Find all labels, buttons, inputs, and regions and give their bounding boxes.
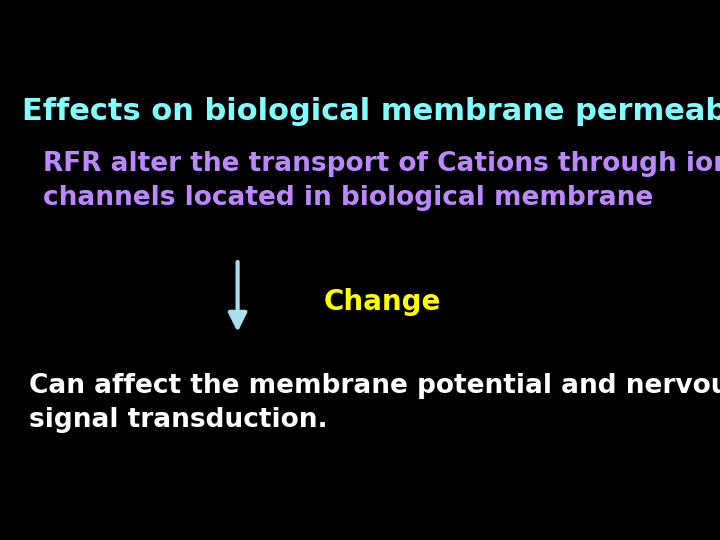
Text: RFR alter the transport of Cations through ion-
channels located in biological m: RFR alter the transport of Cations throu… — [43, 151, 720, 211]
Text: Can affect the membrane potential and nervous
signal transduction.: Can affect the membrane potential and ne… — [29, 373, 720, 433]
Text: Change: Change — [324, 288, 441, 316]
Text: Effects on biological membrane permeability: Effects on biological membrane permeabil… — [22, 97, 720, 126]
